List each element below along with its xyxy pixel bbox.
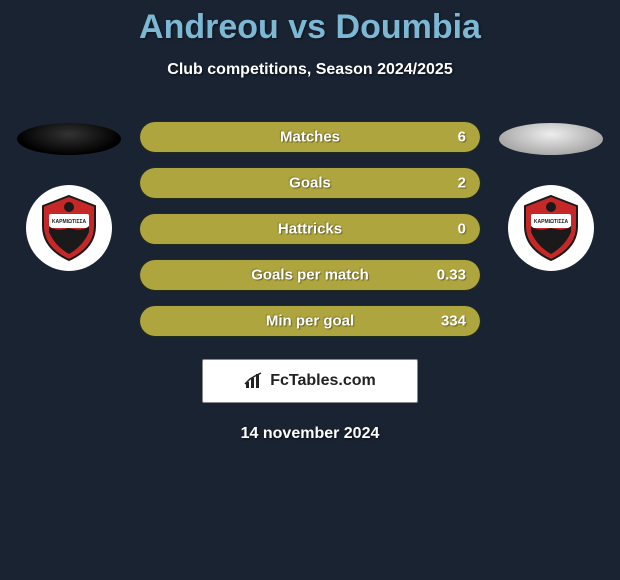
- stat-value-right: 2: [458, 175, 466, 192]
- stats-column: Matches 6 Goals 2 Hattricks 0 Goals per match 0…: [139, 121, 481, 337]
- main-row: ΚΑΡΜΙΩΤΙΣΣΑ Matches 6 Goals 2 Hattricks 0 Goal…: [0, 121, 620, 337]
- left-player-avatar: [17, 123, 121, 155]
- shield-icon: ΚΑΡΜΙΩΤΙΣΣΑ: [515, 192, 587, 264]
- date-label: 14 november 2024: [0, 425, 620, 443]
- page-title: Andreou vs Doumbia: [0, 8, 620, 47]
- stat-bar: Min per goal 334: [139, 305, 481, 337]
- comparison-card: Andreou vs Doumbia Club competitions, Se…: [0, 0, 620, 443]
- stat-label: Min per goal: [266, 313, 354, 330]
- svg-text:ΚΑΡΜΙΩΤΙΣΣΑ: ΚΑΡΜΙΩΤΙΣΣΑ: [534, 219, 569, 225]
- brand-label: FcTables.com: [270, 372, 376, 390]
- right-club-badge: ΚΑΡΜΙΩΤΙΣΣΑ: [508, 185, 594, 271]
- page-subtitle: Club competitions, Season 2024/2025: [0, 61, 620, 79]
- left-player-col: ΚΑΡΜΙΩΤΙΣΣΑ: [17, 121, 121, 271]
- stat-bar: Hattricks 0: [139, 213, 481, 245]
- stat-bar: Goals 2: [139, 167, 481, 199]
- left-club-badge: ΚΑΡΜΙΩΤΙΣΣΑ: [26, 185, 112, 271]
- stat-value-right: 0: [458, 221, 466, 238]
- bar-chart-icon: [244, 372, 266, 390]
- stat-value-right: 6: [458, 129, 466, 146]
- stat-label: Goals per match: [251, 267, 369, 284]
- stat-label: Goals: [289, 175, 331, 192]
- svg-text:ΚΑΡΜΙΩΤΙΣΣΑ: ΚΑΡΜΙΩΤΙΣΣΑ: [52, 219, 87, 225]
- stat-bar: Matches 6: [139, 121, 481, 153]
- right-player-col: ΚΑΡΜΙΩΤΙΣΣΑ: [499, 121, 603, 271]
- shield-icon: ΚΑΡΜΙΩΤΙΣΣΑ: [33, 192, 105, 264]
- stat-label: Matches: [280, 129, 340, 146]
- stat-bar: Goals per match 0.33: [139, 259, 481, 291]
- stat-label: Hattricks: [278, 221, 342, 238]
- right-player-avatar: [499, 123, 603, 155]
- stat-value-right: 0.33: [437, 267, 466, 284]
- stat-value-right: 334: [441, 313, 466, 330]
- brand-box[interactable]: FcTables.com: [202, 359, 418, 403]
